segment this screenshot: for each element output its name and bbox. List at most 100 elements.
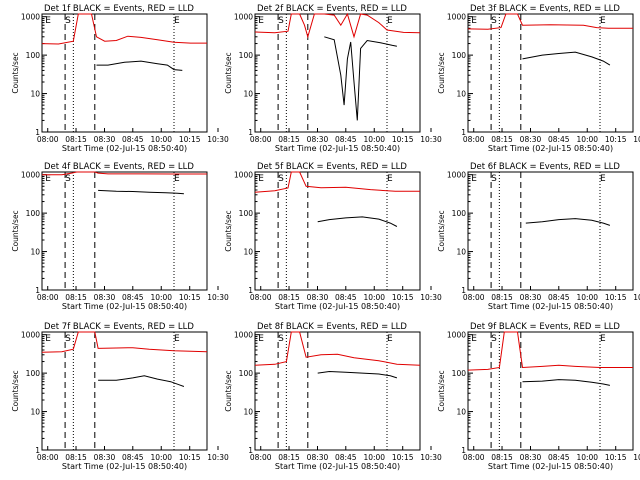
event-marker-label: E (174, 16, 180, 26)
y-axis-label: Counts/sec (437, 370, 446, 411)
chart-panel-9: Det 9f BLACK = Events, RED = LLD E S E 08:00… (437, 322, 640, 471)
series-line-events (96, 60, 183, 71)
x-axis-label: Start Time (02-Jul-15 08:50:40) (275, 462, 400, 471)
chart-title: Det 9f BLACK = Events, RED = LLD (470, 322, 620, 332)
series-line-events (522, 379, 611, 386)
x-tick-label: 10:15 (605, 135, 627, 144)
chart-title: Det 1f BLACK = Events, RED = LLD (44, 4, 194, 14)
chart-panel-4: Det 4f BLACK = Events, RED = LLD E S E 08:00… (11, 162, 229, 311)
x-tick-label: 08:00 (37, 135, 59, 144)
x-tick-label: 08:45 (122, 453, 144, 462)
y-tick-label: 1 (35, 286, 40, 295)
series-line-events (98, 375, 185, 387)
series-line-lld (467, 13, 633, 30)
x-tick-label: 08:30 (307, 135, 329, 144)
y-axis-label: Counts/sec (224, 210, 233, 251)
x-tick-label: 10:00 (150, 453, 172, 462)
event-marker-label: E (45, 174, 51, 184)
y-tick-label: 1000 (21, 331, 40, 340)
event-marker-label: E (387, 174, 393, 184)
chart-panel-3: Det 3f BLACK = Events, RED = LLD E S E 08:00… (437, 4, 640, 153)
series-line-events (317, 216, 398, 227)
x-tick-label: 10:00 (576, 135, 598, 144)
x-tick-label: 10:30 (633, 453, 640, 462)
series-line-lld (41, 13, 207, 45)
y-tick-label: 1000 (234, 13, 253, 22)
event-marker-label: S (278, 16, 284, 26)
y-tick-label: 1 (461, 286, 466, 295)
event-marker-label: E (258, 16, 264, 26)
event-marker-label: E (600, 16, 606, 26)
y-tick-label: 100 (452, 209, 467, 218)
x-tick-label: 08:45 (548, 293, 570, 302)
x-axis-label: Start Time (02-Jul-15 08:50:40) (275, 302, 400, 311)
x-tick-label: 08:30 (520, 135, 542, 144)
event-marker-label: S (278, 334, 284, 344)
y-tick-label: 1 (461, 128, 466, 137)
x-tick-label: 10:15 (179, 135, 201, 144)
series-line-lld (42, 171, 207, 176)
x-tick-label: 08:15 (491, 293, 513, 302)
x-axis-label: Start Time (02-Jul-15 08:50:40) (275, 144, 400, 153)
y-tick-label: 10 (30, 248, 40, 257)
series-line-events (525, 218, 611, 226)
x-tick-label: 08:45 (122, 135, 144, 144)
x-axis-label: Start Time (02-Jul-15 08:50:40) (488, 462, 613, 471)
y-tick-label: 10 (456, 90, 466, 99)
y-tick-label: 10 (456, 408, 466, 417)
x-tick-label: 08:45 (122, 293, 144, 302)
event-marker-label: S (491, 16, 497, 26)
event-marker-label: E (174, 334, 180, 344)
x-axis-label: Start Time (02-Jul-15 08:50:40) (488, 302, 613, 311)
series-line-events (317, 370, 398, 379)
y-tick-label: 100 (26, 209, 41, 218)
y-tick-label: 1000 (21, 171, 40, 180)
x-tick-label: 08:45 (335, 135, 357, 144)
event-marker-label: E (471, 334, 477, 344)
y-tick-label: 100 (452, 369, 467, 378)
chart-panel-8: Det 8f BLACK = Events, RED = LLD E S E 08:00… (224, 322, 442, 471)
x-tick-label: 08:30 (94, 135, 116, 144)
x-tick-label: 10:30 (633, 135, 640, 144)
x-tick-label: 08:00 (250, 135, 272, 144)
y-tick-label: 100 (452, 51, 467, 60)
x-tick-label: 10:15 (392, 135, 414, 144)
x-tick-label: 10:00 (576, 293, 598, 302)
chart-title: Det 7f BLACK = Events, RED = LLD (44, 322, 194, 332)
y-tick-label: 1000 (21, 13, 40, 22)
plot-frame (254, 13, 421, 133)
series-line-lld (254, 331, 421, 366)
x-tick-label: 08:30 (520, 293, 542, 302)
y-tick-label: 100 (239, 209, 254, 218)
y-tick-label: 10 (243, 90, 253, 99)
x-tick-label: 08:45 (548, 135, 570, 144)
y-tick-label: 100 (239, 51, 254, 60)
x-tick-label: 10:30 (207, 293, 229, 302)
x-tick-label: 08:15 (65, 135, 87, 144)
y-axis-label: Counts/sec (224, 52, 233, 93)
x-tick-label: 10:30 (633, 293, 640, 302)
x-tick-label: 08:15 (491, 135, 513, 144)
y-axis-label: Counts/sec (11, 210, 20, 251)
event-marker-label: S (65, 334, 71, 344)
chart-panel-6: Det 6f BLACK = Events, RED = LLD E S E 08:00… (437, 162, 640, 311)
event-marker-label: S (278, 174, 284, 184)
x-axis-label: Start Time (02-Jul-15 08:50:40) (62, 462, 187, 471)
plot-frame (254, 171, 421, 291)
y-tick-label: 1 (35, 128, 40, 137)
x-tick-label: 08:15 (278, 293, 300, 302)
plot-frame (467, 331, 634, 451)
x-tick-label: 08:00 (463, 293, 485, 302)
series-line-events (98, 189, 184, 195)
y-tick-label: 1 (248, 286, 253, 295)
y-tick-label: 1 (35, 446, 40, 455)
y-axis-label: Counts/sec (11, 370, 20, 411)
series-line-events (522, 51, 611, 66)
event-marker-label: E (600, 174, 606, 184)
chart-title: Det 6f BLACK = Events, RED = LLD (470, 162, 620, 172)
chart-title: Det 2f BLACK = Events, RED = LLD (257, 4, 407, 14)
y-tick-label: 1000 (234, 171, 253, 180)
plot-frame (41, 331, 208, 451)
event-marker-label: S (65, 16, 71, 26)
x-tick-label: 08:30 (307, 293, 329, 302)
